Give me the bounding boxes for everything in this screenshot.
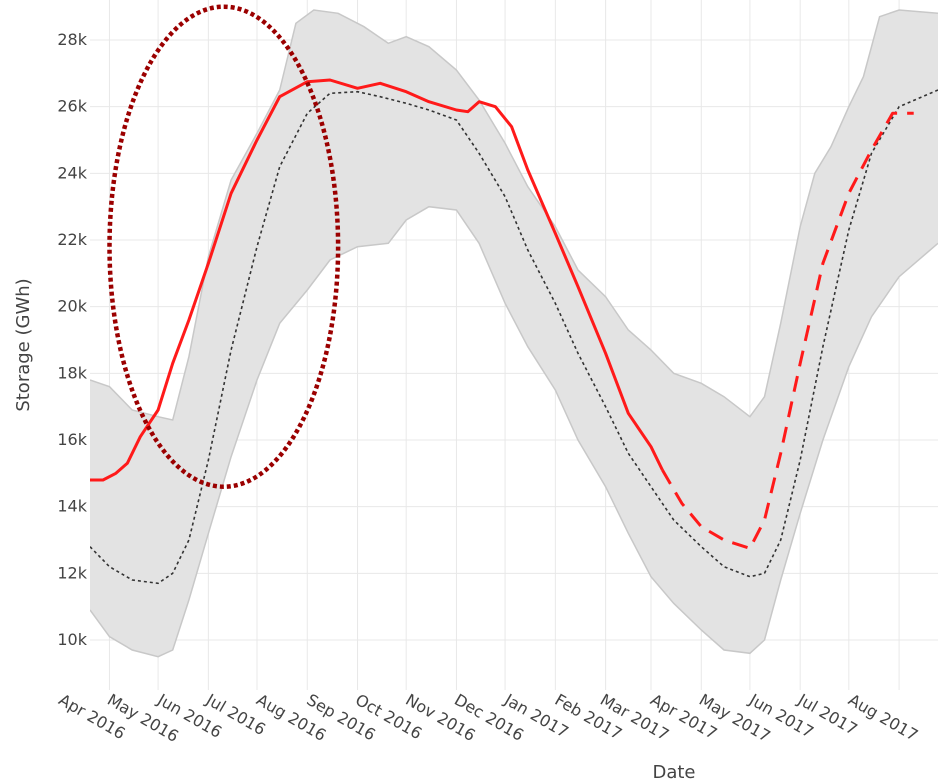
range-band [90, 10, 938, 657]
y-tick-label: 28k [57, 30, 87, 49]
y-tick-label: 18k [57, 363, 87, 382]
range-band-lower-edge [90, 205, 938, 658]
y-tick-label: 12k [57, 563, 87, 582]
x-tick-label: Aug 2017 [845, 690, 921, 745]
y-tick-label: 16k [57, 430, 87, 449]
average-series-line [90, 89, 938, 585]
actual-series-line [90, 78, 664, 482]
y-tick-label: 10k [57, 630, 87, 649]
y-tick-label: 22k [57, 230, 87, 249]
y-tick-label: 26k [57, 97, 87, 116]
series-layer [90, 78, 938, 585]
y-axis-title: Storage (GWh) [13, 278, 34, 411]
y-tick-label: 24k [57, 163, 87, 182]
range-band-layer [90, 9, 938, 658]
forecast-series-line [661, 111, 914, 550]
x-axis-title: Date [652, 762, 695, 783]
range-band-upper-edge [90, 9, 938, 421]
y-tick-label: 20k [57, 297, 87, 316]
y-axis-ticks: 10k 12k 14k 16k 18k 20k 22k 24k 26k 28k [57, 30, 87, 649]
y-tick-label: 14k [57, 497, 87, 516]
